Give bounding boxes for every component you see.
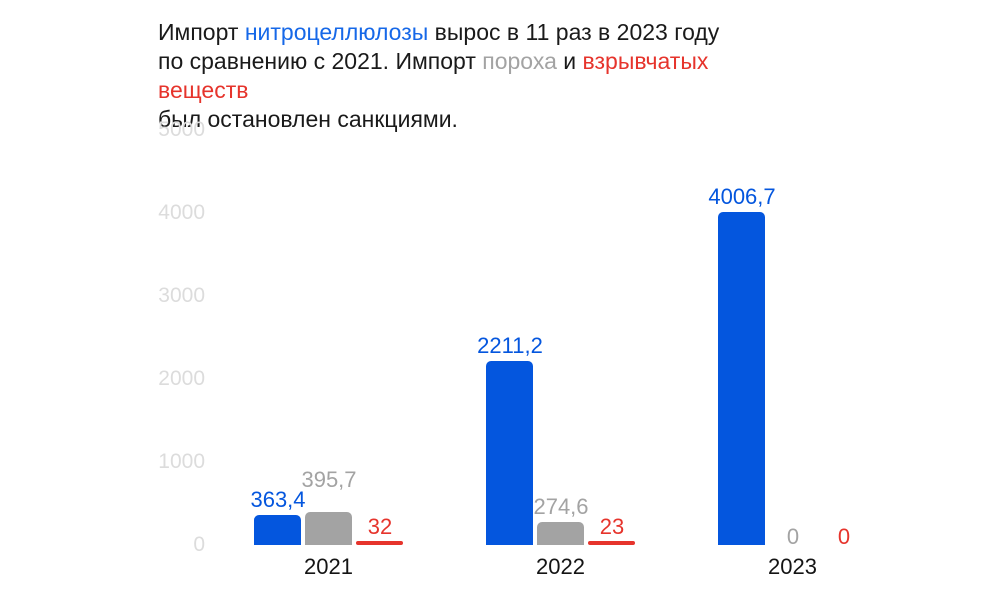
title-line-1: Импорт нитроцеллюлозы вырос в 11 раз в 2… [158, 18, 798, 47]
x-axis-label-2021: 2021 [304, 554, 353, 579]
title-line-3: был остановлен санкциями. [158, 105, 798, 134]
explosives-bar-2022 [588, 541, 635, 545]
y-axis-tick-5000: 5000 [158, 118, 205, 141]
explosives-value-2022: 23 [599, 514, 625, 539]
explosives-bar-2021 [356, 541, 403, 545]
title-text: был остановлен санкциями. [158, 106, 458, 132]
nitrocellulose-value-2023: 4006,7 [708, 184, 776, 209]
nitrocellulose-value-2021: 363,4 [250, 487, 306, 512]
title-text: по сравнению с 2021. Импорт [158, 48, 483, 74]
y-axis-tick-2000: 2000 [158, 367, 205, 390]
nitrocellulose-value-2022: 2211,2 [477, 333, 543, 358]
y-axis-tick-3000: 3000 [158, 284, 205, 307]
x-axis-label-2022: 2022 [536, 554, 585, 579]
gunpowder-bar-2022 [537, 522, 584, 545]
y-axis-tick-0: 0 [193, 533, 205, 556]
gunpowder-value-2023: 0 [786, 524, 800, 549]
bar-group-2022: 2211,2 274,6 23 [477, 130, 635, 545]
bar-group-2021: 363,4 395,7 32 [250, 130, 403, 545]
bar-group-2023: 4006,7 0 0 [708, 130, 867, 549]
gunpowder-bar-2021 [305, 512, 352, 545]
title-highlight-gunpowder: пороха [482, 48, 557, 74]
title-text: и [556, 48, 583, 74]
nitrocellulose-bar-2022 [486, 361, 533, 545]
gunpowder-value-2021: 395,7 [301, 467, 357, 492]
title-highlight-nitrocellulose: нитроцеллюлозы [244, 19, 429, 45]
y-axis-tick-4000: 4000 [158, 201, 205, 224]
title-highlight-explosives: взрывчатых веществ [158, 48, 709, 103]
chart-title: Импорт нитроцеллюлозы вырос в 11 раз в 2… [158, 18, 798, 134]
title-line-2: по сравнению с 2021. Импорт пороха и взр… [158, 47, 798, 105]
title-text: Импорт [158, 19, 245, 45]
explosives-value-2021: 32 [367, 514, 393, 539]
nitrocellulose-bar-2021 [254, 515, 301, 545]
explosives-value-2023: 0 [837, 524, 851, 549]
gunpowder-value-2022: 274,6 [533, 494, 589, 519]
nitrocellulose-bar-2023 [718, 212, 765, 545]
y-axis-tick-1000: 1000 [158, 450, 205, 473]
title-text: вырос в 11 раз в 2023 году [428, 19, 720, 45]
x-axis-label-2023: 2023 [768, 554, 817, 579]
